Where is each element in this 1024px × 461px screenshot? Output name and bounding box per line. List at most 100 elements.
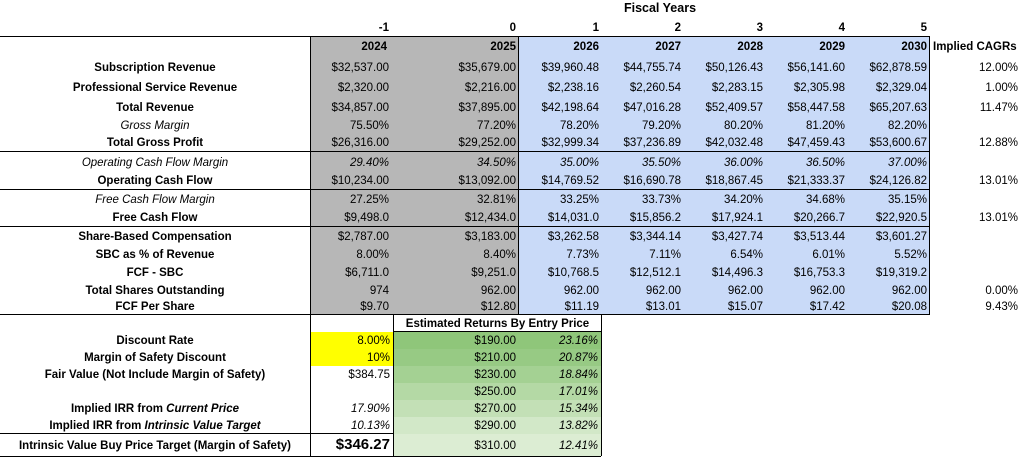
row-value-cell: $56,141.60 xyxy=(787,62,845,74)
valuation-value-border xyxy=(393,314,394,456)
row-value-cell: $16,690.78 xyxy=(623,175,681,187)
year-header: 2025 xyxy=(490,41,516,53)
row-value-cell: $2,216.00 xyxy=(464,82,516,94)
row-value-cell: $52,409.57 xyxy=(705,102,763,114)
row-value-cell: $42,198.64 xyxy=(541,102,599,114)
row-value-cell: 29.40% xyxy=(349,157,389,169)
row-value-cell: $9.70 xyxy=(360,301,389,313)
row-value-cell: $11.19 xyxy=(564,301,599,313)
row-value-cell: $34,857.00 xyxy=(331,102,389,114)
row-value-cell: 33.25% xyxy=(559,194,599,206)
entry-price-cell: $230.00 xyxy=(474,369,516,381)
row-value-cell: $6,711.0 xyxy=(345,267,389,279)
row-value-cell: 34.50% xyxy=(476,157,516,169)
row-value-cell: $12,512.1 xyxy=(629,267,681,279)
projection-right-border xyxy=(929,36,930,314)
row-value-cell: 27.25% xyxy=(349,194,389,206)
row-label: Free Cash Flow xyxy=(112,212,198,224)
row-value-cell: 7.73% xyxy=(566,249,599,261)
row-label: Gross Margin xyxy=(120,120,190,132)
entry-price-cell: $270.00 xyxy=(474,403,516,415)
returns-row-bg-1 xyxy=(394,332,601,349)
label-column-border xyxy=(310,36,311,456)
fiscal-years-header: Fiscal Years xyxy=(623,1,697,15)
year-header: 2024 xyxy=(361,41,387,53)
row-value-cell: 962.00 xyxy=(480,285,516,297)
year-header: 2029 xyxy=(819,41,845,53)
row-value-cell: $24,126.82 xyxy=(869,175,927,187)
row-value-cell: $2,305.98 xyxy=(793,82,845,94)
row-value-cell: $20.08 xyxy=(891,301,927,313)
implied-cagr-cell: 13.01% xyxy=(978,212,1018,224)
row-value-cell: $39,960.48 xyxy=(541,62,599,74)
projection-left-border xyxy=(518,36,519,314)
row-label: Share-Based Compensation xyxy=(78,231,232,243)
returns-right-border xyxy=(601,314,602,456)
entry-price-cell: $190.00 xyxy=(474,335,516,347)
row-label: FCF - SBC xyxy=(126,267,184,279)
row-value-cell: $9,498.0 xyxy=(344,212,389,224)
entry-price-cell: $250.00 xyxy=(474,386,516,398)
row-value-cell: 78.20% xyxy=(559,120,599,132)
row-value-cell: $37,895.00 xyxy=(458,102,516,114)
estimated-irr-cell: 23.16% xyxy=(558,335,598,347)
row-value-cell: 962.00 xyxy=(563,285,599,297)
valuation-bottom-border xyxy=(0,456,601,457)
row-value-cell: 35.00% xyxy=(559,157,599,169)
row-value-cell: $3,344.14 xyxy=(629,231,681,243)
row-value-cell: $16,753.3 xyxy=(793,267,845,279)
implied-irr-intrinsic-value: 10.13% xyxy=(350,420,390,432)
row-value-cell: $3,427.74 xyxy=(711,231,763,243)
row-label: Operating Cash Flow Margin xyxy=(81,157,229,169)
row-value-cell: $12,434.0 xyxy=(464,212,516,224)
row-label: Total Revenue xyxy=(116,102,194,114)
row-value-cell: $26,316.00 xyxy=(331,137,389,149)
row-value-cell: $58,447.58 xyxy=(787,102,845,114)
implied-cagr-cell: 9.43% xyxy=(985,301,1018,313)
row-value-cell: 35.50% xyxy=(641,157,681,169)
margin-of-safety-value: 10% xyxy=(366,352,390,364)
implied-cagr-cell: 12.88% xyxy=(978,137,1018,149)
row-value-cell: $17,924.1 xyxy=(711,212,763,224)
row-value-cell: 75.50% xyxy=(349,120,389,132)
discount-rate-input-cell xyxy=(311,332,393,349)
table-bottom-border xyxy=(0,314,930,315)
entry-price-cell: $310.00 xyxy=(474,440,516,452)
row-value-cell: $2,329.04 xyxy=(875,82,927,94)
estimated-returns-title: Estimated Returns By Entry Price xyxy=(405,318,590,330)
row-value-cell: $10,234.00 xyxy=(331,175,389,187)
estimated-irr-cell: 13.82% xyxy=(558,420,598,432)
row-value-cell: $12.80 xyxy=(480,301,516,313)
row-value-cell: $9,251.0 xyxy=(471,267,516,279)
row-value-cell: 8.00% xyxy=(356,249,389,261)
row-value-cell: 33.73% xyxy=(641,194,681,206)
implied-cagr-cell: 1.00% xyxy=(985,82,1018,94)
buy-price-target-value: $346.27 xyxy=(335,436,390,453)
row-label: SBC as % of Revenue xyxy=(95,249,215,261)
fair-value-value: $384.75 xyxy=(348,369,390,381)
margin-of-safety-label: Margin of Safety Discount xyxy=(84,352,226,364)
row-value-cell: $13.01 xyxy=(645,301,681,313)
row-value-cell: $3,183.00 xyxy=(464,231,516,243)
implied-cagrs-header: Implied CAGRs xyxy=(933,41,1017,53)
year-header: 2027 xyxy=(655,41,681,53)
row-value-cell: $50,126.43 xyxy=(705,62,763,74)
row-value-cell: 962.00 xyxy=(645,285,681,297)
row-value-cell: 37.00% xyxy=(887,157,927,169)
discount-rate-label: Discount Rate xyxy=(116,335,194,347)
row-label: Total Shares Outstanding xyxy=(85,285,225,297)
row-value-cell: $13,092.00 xyxy=(458,175,516,187)
discount-rate-value: 8.00% xyxy=(357,335,390,347)
year-header: 2026 xyxy=(573,41,599,53)
row-value-cell: $47,459.43 xyxy=(787,137,845,149)
row-value-cell: $3,601.27 xyxy=(875,231,927,243)
row-value-cell: $22,920.5 xyxy=(875,212,927,224)
valuation-top-border xyxy=(394,331,601,332)
row-value-cell: $29,252.00 xyxy=(458,137,516,149)
row-value-cell: 962.00 xyxy=(809,285,845,297)
row-value-cell: $2,320.00 xyxy=(337,82,389,94)
implied-irr-current-label: Implied IRR from Current Price xyxy=(70,403,240,415)
row-value-cell: $32,999.34 xyxy=(541,137,599,149)
row-value-cell: 6.54% xyxy=(730,249,763,261)
estimated-irr-cell: 17.01% xyxy=(558,386,598,398)
